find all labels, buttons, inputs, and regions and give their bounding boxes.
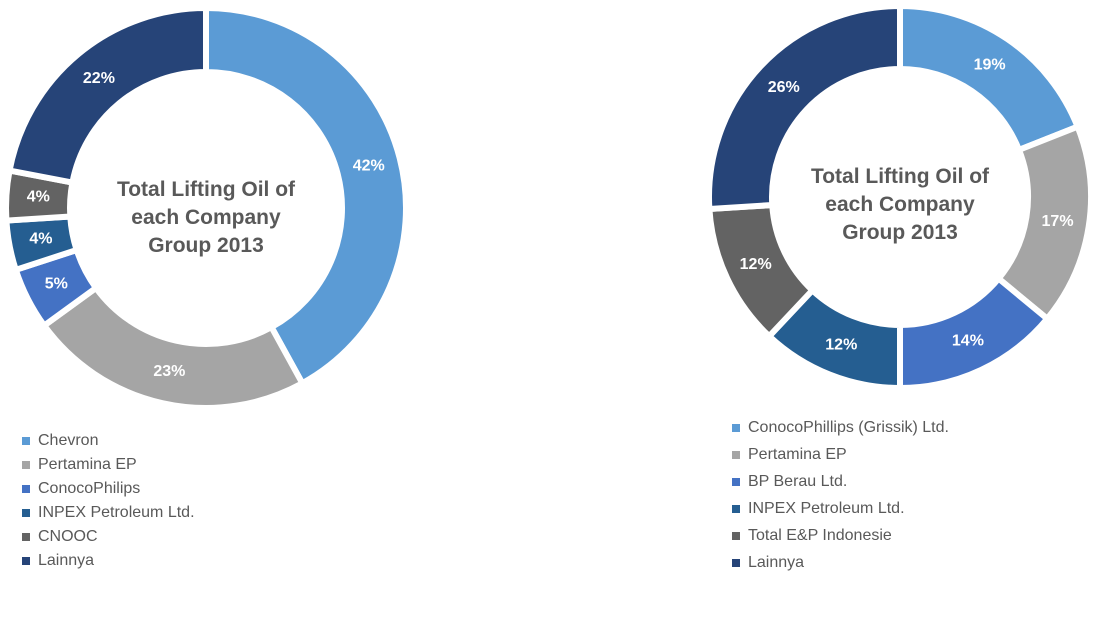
legend-label: INPEX Petroleum Ltd.	[748, 500, 905, 517]
legend-label: Pertamina EP	[748, 446, 847, 463]
slice	[203, 4, 409, 388]
legend-label: Lainnya	[748, 554, 804, 571]
data-label: 5%	[45, 275, 68, 292]
legend-swatch	[732, 559, 740, 567]
legend-swatch	[22, 437, 30, 445]
legend-swatch	[22, 485, 30, 493]
slice	[897, 2, 1082, 154]
data-label: 42%	[353, 157, 385, 174]
legend-label: Lainnya	[38, 552, 94, 569]
center-title: Total Lifting Oil of each Company Group …	[810, 165, 990, 244]
legend-label: CNOOC	[38, 528, 98, 545]
data-label: 23%	[153, 363, 185, 380]
legend-label: BP Berau Ltd.	[748, 473, 847, 490]
legend-swatch	[732, 451, 740, 459]
center-title: Total Lifting Oil of each Company Group …	[116, 178, 296, 257]
data-label: 14%	[952, 333, 984, 350]
legend-swatch	[732, 478, 740, 486]
legend-swatch	[22, 533, 30, 541]
legend-swatch	[22, 461, 30, 469]
legend-label: ConocoPhillips (Grissik) Ltd.	[748, 419, 949, 436]
legend-swatch	[22, 509, 30, 517]
legend-swatch	[22, 557, 30, 565]
legend-label: ConocoPhilips	[38, 480, 140, 497]
legend-label: Chevron	[38, 432, 98, 449]
data-label: 26%	[768, 79, 800, 96]
slice	[40, 283, 307, 411]
legend-swatch	[732, 532, 740, 540]
slice	[6, 4, 209, 187]
slice	[706, 2, 903, 213]
data-label: 4%	[29, 231, 52, 248]
legend-swatch	[732, 424, 740, 432]
data-label: 22%	[83, 70, 115, 87]
legend-label: Total E&P Indonesie	[748, 527, 892, 544]
legend-swatch	[732, 505, 740, 513]
legend-label: Pertamina EP	[38, 456, 137, 473]
legend-label: INPEX Petroleum Ltd.	[38, 504, 195, 521]
data-label: 4%	[27, 189, 50, 206]
data-label: 17%	[1042, 213, 1074, 230]
data-label: 12%	[825, 337, 857, 354]
data-label: 12%	[740, 256, 772, 273]
data-label: 19%	[974, 56, 1006, 73]
